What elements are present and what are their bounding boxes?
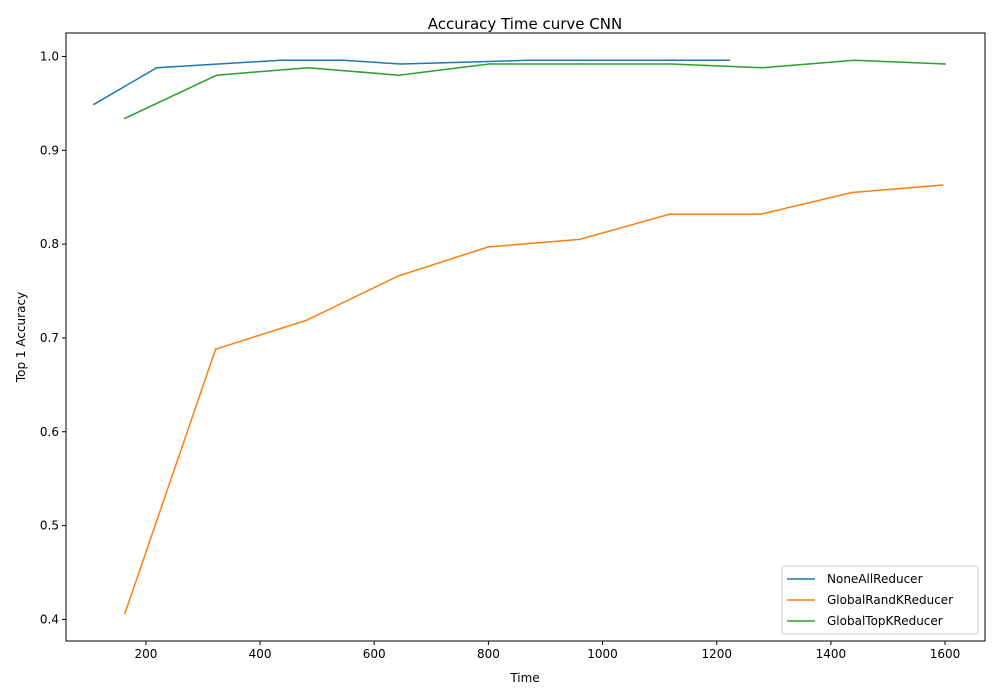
data-point-globaltopkreducer <box>488 63 490 65</box>
x-tick-label: 200 <box>134 647 157 661</box>
data-point-noneallreducer <box>465 61 468 63</box>
plot-area <box>65 32 986 642</box>
x-tick-label: 600 <box>363 647 386 661</box>
data-point-globalrandkreducer <box>760 213 763 215</box>
data-point-globalrandkreducer <box>941 184 944 186</box>
x-tick-label: 1600 <box>930 647 961 661</box>
y-tick-label: 0.7 <box>40 331 59 345</box>
series-line-noneallreducer <box>93 59 730 105</box>
data-point-noneallreducer <box>728 59 731 62</box>
data-point-noneallreducer <box>528 59 531 62</box>
data-point-globalrandkreducer <box>669 213 671 215</box>
legend-label-globaltopkreducer: GlobalTopKReducer <box>827 614 943 628</box>
legend-label-noneallreducer: NoneAllReducer <box>827 572 923 586</box>
x-tick-label: 1200 <box>701 647 732 661</box>
x-tick-label: 1400 <box>816 647 847 661</box>
x-axis-title: Time <box>509 671 539 685</box>
data-point-globaltopkreducer <box>215 74 218 77</box>
legend: NoneAllReducer GlobalRandKReducer Global… <box>781 565 979 635</box>
x-tick-label: 400 <box>249 647 272 661</box>
legend-box <box>781 565 979 635</box>
chart-title: Accuracy Time curve CNN <box>428 15 622 33</box>
y-tick-label: 0.9 <box>40 143 59 157</box>
y-tick-label: 0.8 <box>40 237 59 251</box>
series-lines <box>93 59 946 615</box>
data-point-globalrandkreducer <box>306 319 308 321</box>
x-tick-label: 800 <box>477 647 500 661</box>
data-point-noneallreducer <box>342 59 344 62</box>
series-line-globaltopkreducer <box>124 59 946 120</box>
data-point-noneallreducer <box>594 59 596 62</box>
data-point-globaltopkreducer <box>307 66 309 69</box>
data-point-globaltopkreducer <box>578 63 581 65</box>
series-line-globalrandkreducer <box>124 184 943 615</box>
data-point-globaltopkreducer <box>670 63 672 65</box>
axis-ticks: 200 400 600 800 1000 1200 1400 1600 0.4 0.5 0.6 0.7… <box>40 49 960 661</box>
y-axis-title: Top 1 Accuracy <box>14 292 28 383</box>
data-point-globaltopkreducer <box>853 59 856 62</box>
legend-label-globalrandkreducer: GlobalRandKReducer <box>827 593 953 607</box>
data-point-noneallreducer <box>93 103 95 106</box>
data-point-globalrandkreducer <box>214 348 217 350</box>
y-tick-label: 0.5 <box>40 519 59 533</box>
data-point-globalrandkreducer <box>851 191 853 194</box>
data-point-globalrandkreducer <box>123 612 126 615</box>
y-tick-label: 0.4 <box>40 612 59 626</box>
data-point-noneallreducer <box>217 63 220 65</box>
y-tick-label: 0.6 <box>40 425 59 439</box>
data-point-globalrandkreducer <box>397 275 400 277</box>
data-point-noneallreducer <box>280 59 282 62</box>
data-point-globaltopkreducer <box>944 63 946 65</box>
data-point-noneallreducer <box>399 63 402 65</box>
y-tick-label: 1.0 <box>40 49 59 63</box>
data-point-globalrandkreducer <box>487 246 490 248</box>
data-point-globaltopkreducer <box>761 66 764 69</box>
data-point-globaltopkreducer <box>397 74 400 77</box>
data-point-noneallreducer <box>666 59 669 62</box>
data-point-noneallreducer <box>155 66 158 69</box>
data-point-globalrandkreducer <box>578 238 581 241</box>
data-point-globaltopkreducer <box>123 117 126 120</box>
x-tick-label: 1000 <box>587 647 618 661</box>
